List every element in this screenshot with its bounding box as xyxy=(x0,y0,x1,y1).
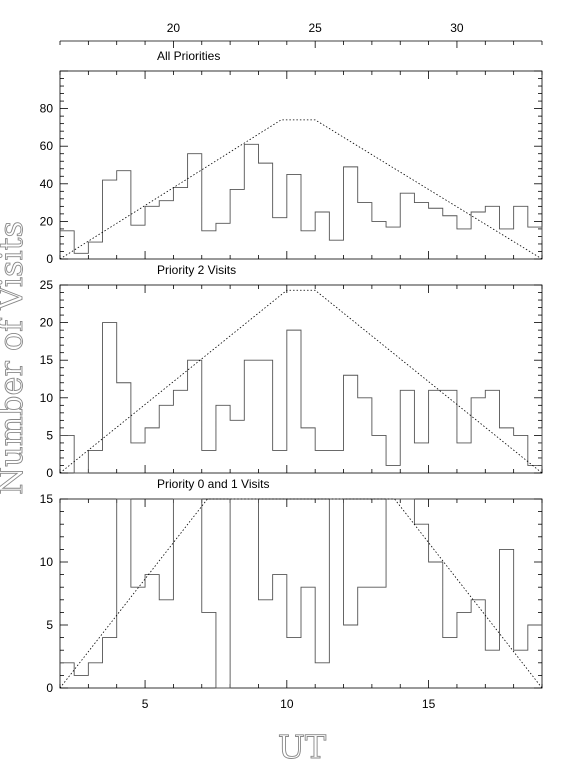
panel-title: All Priorities xyxy=(157,49,220,63)
availability-curve xyxy=(59,289,543,474)
y-tick-label: 15 xyxy=(40,492,54,506)
x-axis-title: UT xyxy=(278,728,327,762)
panel-title: Priority 0 and 1 Visits xyxy=(157,477,270,491)
histogram-series xyxy=(60,143,543,254)
bottom-tick-label: 10 xyxy=(280,697,294,711)
top-ut-axis: 20 25 30 xyxy=(59,21,543,48)
y-tick-label: 20 xyxy=(40,214,54,228)
panels: All Priorities 0 20 40 60 80 Priority 2 Visits… xyxy=(40,49,543,695)
y-axis-title: Number of Visits xyxy=(0,221,30,495)
bottom-tick-label: 15 xyxy=(422,697,436,711)
bottom-ut-axis: 5 10 15 xyxy=(142,697,436,711)
panel-1: All Priorities 0 20 40 60 80 xyxy=(40,49,543,266)
panel-frame xyxy=(59,70,543,260)
y-tick-label: 20 xyxy=(40,316,54,330)
panel-frame xyxy=(59,284,543,474)
top-tick-label: 25 xyxy=(308,21,322,35)
y-tick-label: 0 xyxy=(46,466,53,480)
y-tick-label: 5 xyxy=(46,428,53,442)
y-tick-label: 80 xyxy=(40,102,54,116)
availability-curve xyxy=(59,498,543,689)
y-tick-label: 5 xyxy=(46,618,53,632)
panel-title: Priority 2 Visits xyxy=(157,263,236,277)
histogram-series xyxy=(60,322,543,474)
panel-2: Priority 2 Visits 0 5 10 15 20 25 xyxy=(40,263,543,480)
y-tick-label: 15 xyxy=(40,353,54,367)
y-tick-label: 60 xyxy=(40,139,54,153)
y-tick-label: 25 xyxy=(40,278,54,292)
top-tick-label: 30 xyxy=(450,21,464,35)
y-tick-label: 40 xyxy=(40,177,54,191)
y-tick-label: 10 xyxy=(40,555,54,569)
y-tick-label: 0 xyxy=(46,681,53,695)
y-tick-label: 0 xyxy=(46,252,53,266)
bottom-tick-label: 5 xyxy=(142,697,149,711)
top-tick-label: 20 xyxy=(167,21,181,35)
panel-3: Priority 0 and 1 Visits 0 5 10 15 xyxy=(40,477,543,695)
availability-curve xyxy=(59,119,543,260)
histogram-series xyxy=(60,498,542,689)
y-tick-label: 10 xyxy=(40,391,54,405)
